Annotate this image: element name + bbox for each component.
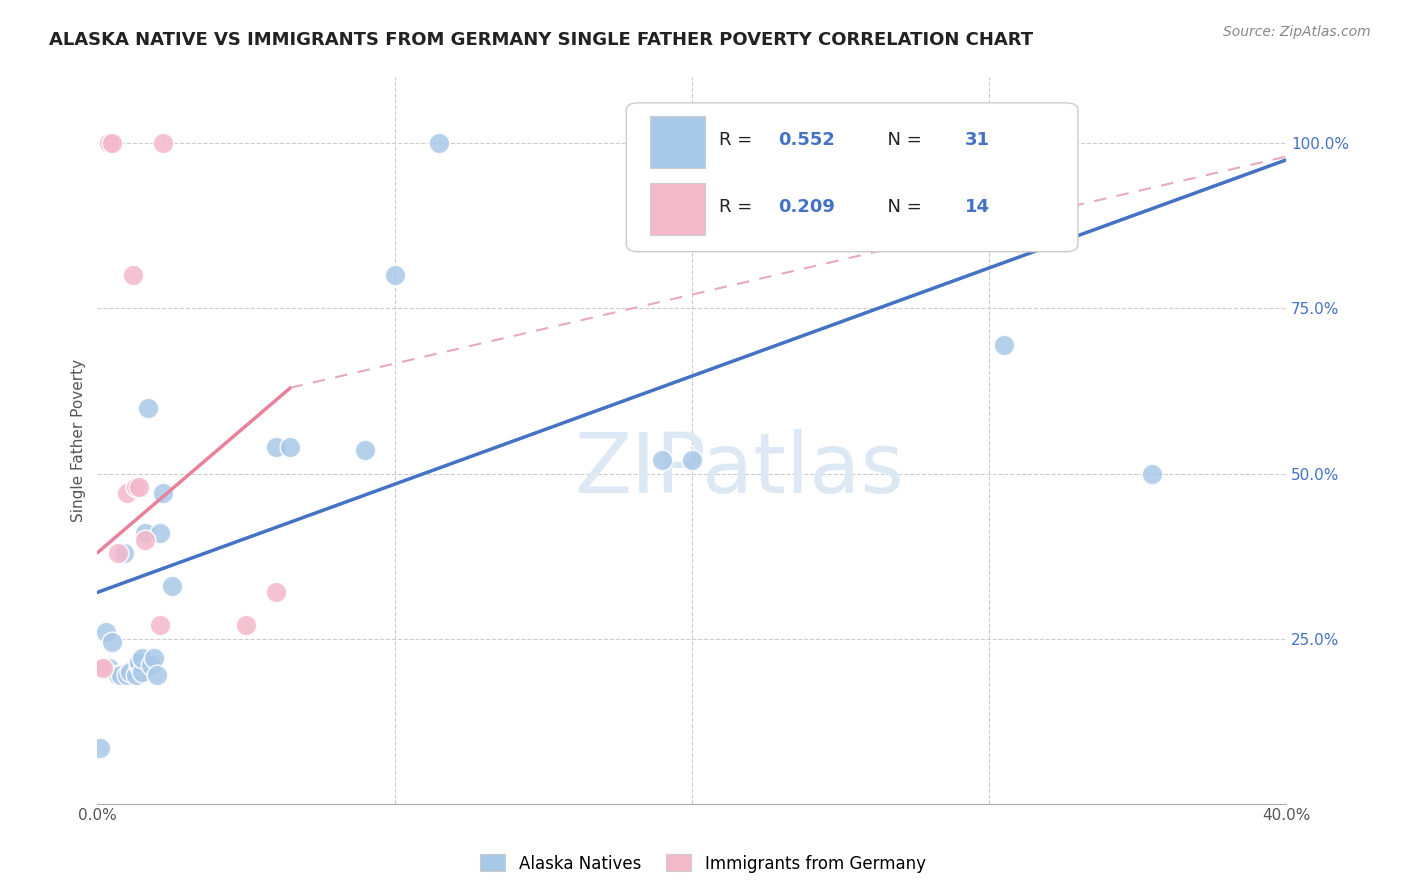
Point: [128, 655, 150, 669]
Point: [122, 268, 145, 283]
Text: 0.552: 0.552: [779, 130, 835, 149]
Point: [89, 740, 111, 755]
Point: [125, 480, 148, 494]
Text: R =: R =: [718, 198, 758, 216]
Text: N =: N =: [876, 198, 928, 216]
Point: [152, 136, 174, 151]
Point: [384, 268, 406, 283]
Point: [112, 546, 135, 560]
Text: 0.209: 0.209: [779, 198, 835, 216]
Point: [264, 585, 287, 599]
Text: ZIPatlas: ZIPatlas: [574, 429, 904, 510]
Point: [89, 661, 111, 675]
Point: [651, 453, 673, 467]
Point: [427, 136, 450, 151]
Point: [101, 635, 124, 649]
Point: [280, 440, 302, 454]
Point: [681, 453, 703, 467]
Point: [160, 579, 183, 593]
Point: [110, 668, 132, 682]
Point: [131, 651, 153, 665]
Point: [115, 668, 138, 682]
Point: [96, 624, 118, 639]
Point: [98, 136, 121, 151]
Point: [235, 618, 257, 632]
Point: [136, 401, 159, 415]
Point: [134, 525, 156, 540]
Text: Source: ZipAtlas.com: Source: ZipAtlas.com: [1223, 25, 1371, 39]
FancyBboxPatch shape: [650, 183, 704, 235]
Legend: Alaska Natives, Immigrants from Germany: Alaska Natives, Immigrants from Germany: [474, 847, 932, 880]
Point: [118, 665, 141, 679]
Point: [993, 338, 1015, 352]
Point: [1142, 467, 1164, 481]
Point: [107, 546, 129, 560]
Point: [139, 657, 162, 672]
Point: [101, 136, 124, 151]
Point: [149, 618, 172, 632]
Point: [91, 661, 114, 675]
Point: [264, 440, 287, 454]
Y-axis label: Single Father Poverty: Single Father Poverty: [72, 359, 86, 522]
Point: [142, 651, 165, 665]
Text: N =: N =: [876, 130, 928, 149]
Point: [134, 533, 156, 547]
Point: [98, 661, 121, 675]
FancyBboxPatch shape: [650, 116, 704, 168]
Point: [128, 657, 150, 672]
Point: [152, 486, 174, 500]
Text: ALASKA NATIVE VS IMMIGRANTS FROM GERMANY SINGLE FATHER POVERTY CORRELATION CHART: ALASKA NATIVE VS IMMIGRANTS FROM GERMANY…: [49, 31, 1033, 49]
Point: [128, 480, 150, 494]
Text: 14: 14: [965, 198, 990, 216]
Point: [107, 668, 129, 682]
Text: R =: R =: [718, 130, 758, 149]
Point: [353, 443, 375, 458]
Text: 31: 31: [965, 130, 990, 149]
Point: [115, 486, 138, 500]
Point: [131, 665, 153, 679]
FancyBboxPatch shape: [626, 103, 1078, 252]
Point: [149, 525, 172, 540]
Point: [125, 668, 148, 682]
Point: [146, 668, 169, 682]
